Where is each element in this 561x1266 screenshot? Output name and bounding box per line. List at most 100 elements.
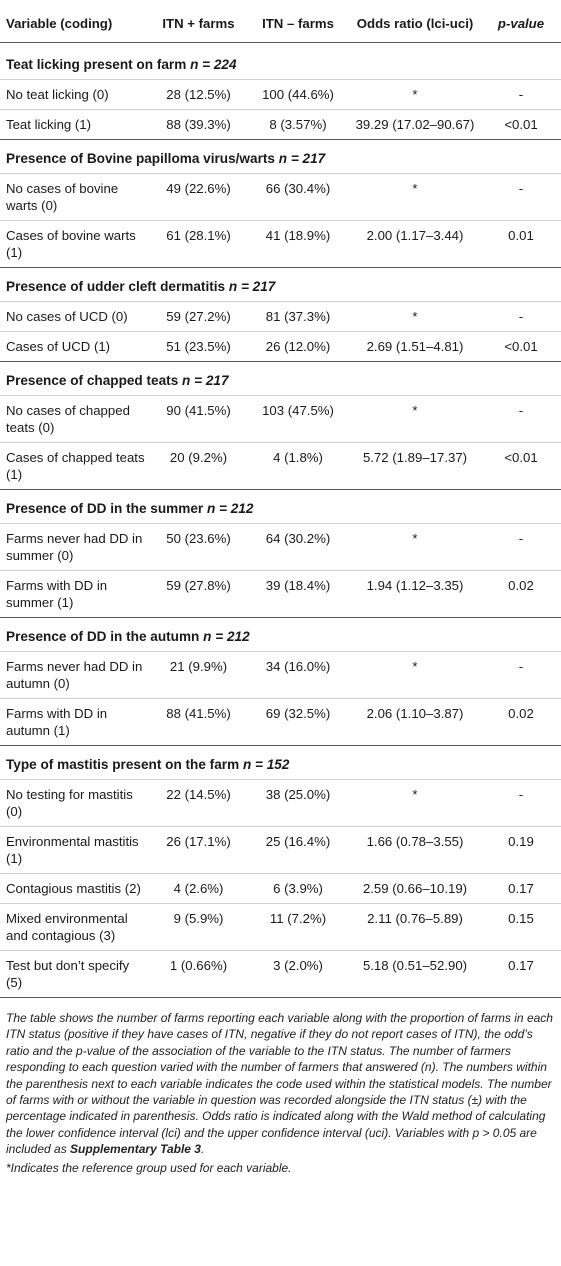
odds-ratio-cell: 2.11 (0.76–5.89) bbox=[349, 903, 481, 951]
p-value-cell: 0.02 bbox=[481, 570, 561, 618]
variable-cell: Cases of chapped teats (1) bbox=[0, 442, 150, 490]
p-value-cell: - bbox=[481, 173, 561, 221]
section-title: Presence of DD in the summer n = 212 bbox=[0, 489, 561, 524]
table-header: Variable (coding) ITN + farms ITN – farm… bbox=[0, 0, 561, 43]
itn-plus-cell: 26 (17.1%) bbox=[150, 826, 247, 874]
header-itn-minus: ITN – farms bbox=[247, 0, 349, 43]
table-row: No cases of bovine warts (0) 49 (22.6%) 66… bbox=[0, 173, 561, 221]
itn-minus-cell: 6 (3.9%) bbox=[247, 873, 349, 904]
section-n: n = 224 bbox=[190, 57, 237, 72]
itn-plus-cell: 51 (23.5%) bbox=[150, 331, 247, 362]
section-title: Presence of DD in the autumn n = 212 bbox=[0, 617, 561, 652]
odds-ratio-cell: 2.69 (1.51–4.81) bbox=[349, 331, 481, 362]
table-row: Cases of UCD (1) 51 (23.5%) 26 (12.0%) 2.69… bbox=[0, 331, 561, 362]
itn-minus-cell: 34 (16.0%) bbox=[247, 651, 349, 699]
itn-minus-cell: 81 (37.3%) bbox=[247, 301, 349, 332]
itn-minus-cell: 100 (44.6%) bbox=[247, 79, 349, 110]
variable-cell: Environmental mastitis (1) bbox=[0, 826, 150, 874]
itn-plus-cell: 1 (0.66%) bbox=[150, 950, 247, 998]
table-row: Cases of bovine warts (1) 61 (28.1%) 41 (1… bbox=[0, 220, 561, 268]
p-value-cell: - bbox=[481, 79, 561, 110]
p-value-cell: <0.01 bbox=[481, 442, 561, 490]
header-itn-plus: ITN + farms bbox=[150, 0, 247, 43]
p-value-cell: 0.17 bbox=[481, 950, 561, 998]
itn-plus-cell: 21 (9.9%) bbox=[150, 651, 247, 699]
table-row: Contagious mastitis (2) 4 (2.6%) 6 (3.9%) 2… bbox=[0, 873, 561, 904]
table-row: No testing for mastitis (0) 22 (14.5%) 38 … bbox=[0, 779, 561, 827]
itn-plus-cell: 50 (23.6%) bbox=[150, 523, 247, 571]
variable-cell: Farms never had DD in autumn (0) bbox=[0, 651, 150, 699]
section-title: Presence of chapped teats n = 217 bbox=[0, 361, 561, 396]
itn-minus-cell: 41 (18.9%) bbox=[247, 220, 349, 268]
table-row: Farms never had DD in summer (0) 50 (23.6… bbox=[0, 523, 561, 571]
odds-ratio-cell: 5.72 (1.89–17.37) bbox=[349, 442, 481, 490]
itn-minus-cell: 3 (2.0%) bbox=[247, 950, 349, 998]
section-header-row: Presence of DD in the autumn n = 212 bbox=[0, 617, 561, 652]
table-row: Teat licking (1) 88 (39.3%) 8 (3.57%) 39.29… bbox=[0, 109, 561, 140]
p-value-cell: - bbox=[481, 395, 561, 443]
section-header-row: Presence of chapped teats n = 217 bbox=[0, 361, 561, 396]
section-n: n = 212 bbox=[206, 501, 254, 516]
odds-ratio-cell: * bbox=[349, 173, 481, 221]
itn-minus-cell: 4 (1.8%) bbox=[247, 442, 349, 490]
footnote-text: The table shows the number of farms repo… bbox=[6, 1011, 553, 1157]
variable-cell: Cases of bovine warts (1) bbox=[0, 220, 150, 268]
itn-plus-cell: 28 (12.5%) bbox=[150, 79, 247, 110]
variable-cell: Farms with DD in autumn (1) bbox=[0, 698, 150, 746]
supplementary-ref: Supplementary Table 3 bbox=[70, 1142, 201, 1157]
section-header-row: Teat licking present on farm n = 224 bbox=[0, 43, 561, 80]
odds-ratio-cell: * bbox=[349, 395, 481, 443]
itn-minus-cell: 66 (30.4%) bbox=[247, 173, 349, 221]
itn-minus-cell: 11 (7.2%) bbox=[247, 903, 349, 951]
itn-minus-cell: 25 (16.4%) bbox=[247, 826, 349, 874]
table-row: Farms with DD in autumn (1) 88 (41.5%) 69 … bbox=[0, 698, 561, 746]
odds-ratio-cell: 39.29 (17.02–90.67) bbox=[349, 109, 481, 140]
p-value-cell: 0.19 bbox=[481, 826, 561, 874]
odds-ratio-cell: 2.00 (1.17–3.44) bbox=[349, 220, 481, 268]
section-header-row: Presence of DD in the summer n = 212 bbox=[0, 489, 561, 524]
variable-cell: No cases of chapped teats (0) bbox=[0, 395, 150, 443]
section-title: Presence of udder cleft dermatitis n = 2… bbox=[0, 267, 561, 302]
odds-ratio-cell: * bbox=[349, 651, 481, 699]
itn-plus-cell: 61 (28.1%) bbox=[150, 220, 247, 268]
section-header-row: Presence of Bovine papilloma virus/warts… bbox=[0, 139, 561, 174]
itn-minus-cell: 64 (30.2%) bbox=[247, 523, 349, 571]
odds-ratio-cell: * bbox=[349, 779, 481, 827]
odds-ratio-cell: 2.59 (0.66–10.19) bbox=[349, 873, 481, 904]
table-footnote: The table shows the number of farms repo… bbox=[0, 998, 561, 1176]
p-value-cell: <0.01 bbox=[481, 109, 561, 140]
variable-cell: No cases of bovine warts (0) bbox=[0, 173, 150, 221]
variable-cell: Test but don’t specify (5) bbox=[0, 950, 150, 998]
p-value-cell: - bbox=[481, 523, 561, 571]
table-row: Cases of chapped teats (1) 20 (9.2%) 4 (1.… bbox=[0, 442, 561, 490]
p-value-cell: - bbox=[481, 301, 561, 332]
itn-plus-cell: 9 (5.9%) bbox=[150, 903, 247, 951]
section-n: n = 212 bbox=[203, 629, 250, 644]
itn-minus-cell: 69 (32.5%) bbox=[247, 698, 349, 746]
reference-note: *Indicates the reference group used for … bbox=[6, 1160, 292, 1175]
variable-cell: No testing for mastitis (0) bbox=[0, 779, 150, 827]
section-n: n = 152 bbox=[242, 757, 290, 772]
odds-ratio-cell: * bbox=[349, 79, 481, 110]
p-value-cell: - bbox=[481, 651, 561, 699]
section-header-row: Presence of udder cleft dermatitis n = 2… bbox=[0, 267, 561, 302]
variable-cell: Mixed environmental and contagious (3) bbox=[0, 903, 150, 951]
itn-minus-cell: 38 (25.0%) bbox=[247, 779, 349, 827]
table-row: Farms never had DD in autumn (0) 21 (9.9%… bbox=[0, 651, 561, 699]
itn-plus-cell: 59 (27.8%) bbox=[150, 570, 247, 618]
section-n: n = 217 bbox=[278, 151, 326, 166]
table-row: Environmental mastitis (1) 26 (17.1%) 25 (… bbox=[0, 826, 561, 874]
variable-cell: No cases of UCD (0) bbox=[0, 301, 150, 332]
itn-plus-cell: 59 (27.2%) bbox=[150, 301, 247, 332]
variable-cell: No teat licking (0) bbox=[0, 79, 150, 110]
table-row: No cases of chapped teats (0) 90 (41.5%) 1… bbox=[0, 395, 561, 443]
section-n: n = 217 bbox=[182, 373, 229, 388]
odds-ratio-cell: 1.66 (0.78–3.55) bbox=[349, 826, 481, 874]
table-row: No teat licking (0) 28 (12.5%) 100 (44.6%)… bbox=[0, 79, 561, 110]
itn-minus-cell: 39 (18.4%) bbox=[247, 570, 349, 618]
itn-plus-cell: 90 (41.5%) bbox=[150, 395, 247, 443]
table-row: Farms with DD in summer (1) 59 (27.8%) 39 … bbox=[0, 570, 561, 618]
document: Variable (coding) ITN + farms ITN – farm… bbox=[0, 0, 561, 1176]
odds-ratio-cell: * bbox=[349, 523, 481, 571]
section-header-row: Type of mastitis present on the farm n =… bbox=[0, 745, 561, 780]
